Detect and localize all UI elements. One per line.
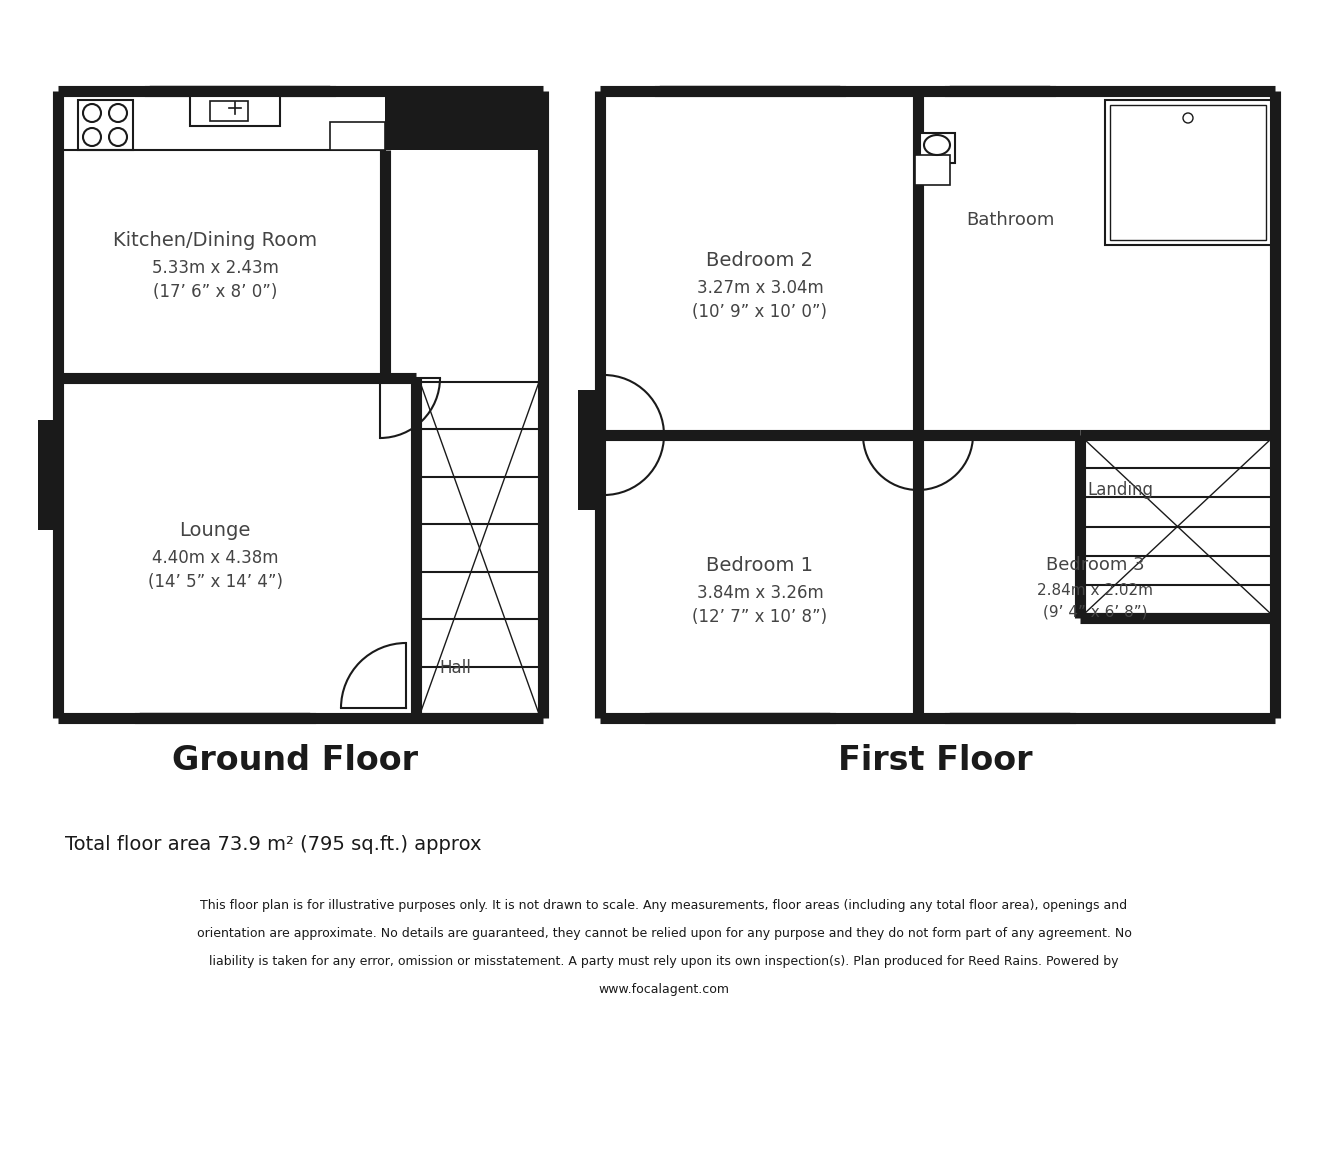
Bar bbox=[190, 96, 280, 125]
Bar bbox=[78, 100, 133, 150]
Bar bbox=[58, 91, 543, 718]
Bar bbox=[920, 134, 955, 163]
Bar bbox=[329, 122, 385, 150]
Bar bbox=[649, 712, 830, 724]
Text: This floor plan is for illustrative purposes only. It is not drawn to scale. Any: This floor plan is for illustrative purp… bbox=[201, 899, 1127, 912]
Text: Bedroom 1: Bedroom 1 bbox=[706, 556, 814, 574]
Bar bbox=[210, 101, 248, 121]
Text: 3.84m x 3.26m: 3.84m x 3.26m bbox=[697, 584, 823, 602]
Text: First Floor: First Floor bbox=[838, 744, 1032, 777]
Bar bbox=[660, 85, 841, 97]
Bar bbox=[950, 85, 1050, 97]
Text: liability is taken for any error, omission or misstatement. A party must rely up: liability is taken for any error, omissi… bbox=[210, 954, 1118, 968]
Bar bbox=[1105, 100, 1271, 245]
Text: Total floor area 73.9 m² (795 sq.ft.) approx: Total floor area 73.9 m² (795 sq.ft.) ap… bbox=[65, 836, 482, 854]
Text: 5.33m x 2.43m: 5.33m x 2.43m bbox=[151, 259, 279, 277]
Bar bbox=[915, 155, 950, 185]
Bar bbox=[39, 420, 62, 529]
Text: Bathroom: Bathroom bbox=[965, 211, 1054, 229]
Text: Lounge: Lounge bbox=[179, 520, 251, 540]
Text: 4.40m x 4.38m: 4.40m x 4.38m bbox=[151, 549, 279, 567]
Text: (10’ 9” x 10’ 0”): (10’ 9” x 10’ 0”) bbox=[692, 303, 827, 321]
Text: orientation are approximate. No details are guaranteed, they cannot be relied up: orientation are approximate. No details … bbox=[197, 927, 1131, 939]
Text: (9’ 4” x 6’ 8”): (9’ 4” x 6’ 8”) bbox=[1042, 604, 1147, 619]
Bar bbox=[139, 712, 309, 724]
Text: (12’ 7” x 10’ 8”): (12’ 7” x 10’ 8”) bbox=[692, 608, 827, 626]
Text: (17’ 6” x 8’ 0”): (17’ 6” x 8’ 0”) bbox=[153, 283, 278, 302]
Bar bbox=[150, 85, 329, 97]
Text: Hall: Hall bbox=[440, 660, 471, 677]
Bar bbox=[578, 390, 604, 510]
Text: 3.27m x 3.04m: 3.27m x 3.04m bbox=[697, 279, 823, 297]
Text: (14’ 5” x 14’ 4”): (14’ 5” x 14’ 4”) bbox=[147, 573, 283, 590]
Bar bbox=[1110, 105, 1266, 241]
Text: Bedroom 2: Bedroom 2 bbox=[706, 251, 814, 269]
Text: Bedroom 3: Bedroom 3 bbox=[1045, 556, 1145, 574]
Text: 2.84m x 2.02m: 2.84m x 2.02m bbox=[1037, 582, 1153, 597]
Bar bbox=[950, 712, 1070, 724]
Text: Landing: Landing bbox=[1088, 481, 1153, 500]
Text: Ground Floor: Ground Floor bbox=[173, 744, 418, 777]
Bar bbox=[385, 91, 543, 150]
Text: Kitchen/Dining Room: Kitchen/Dining Room bbox=[113, 230, 317, 250]
Text: www.focalagent.com: www.focalagent.com bbox=[599, 983, 729, 996]
Circle shape bbox=[1183, 113, 1193, 123]
Bar bbox=[600, 91, 1275, 718]
